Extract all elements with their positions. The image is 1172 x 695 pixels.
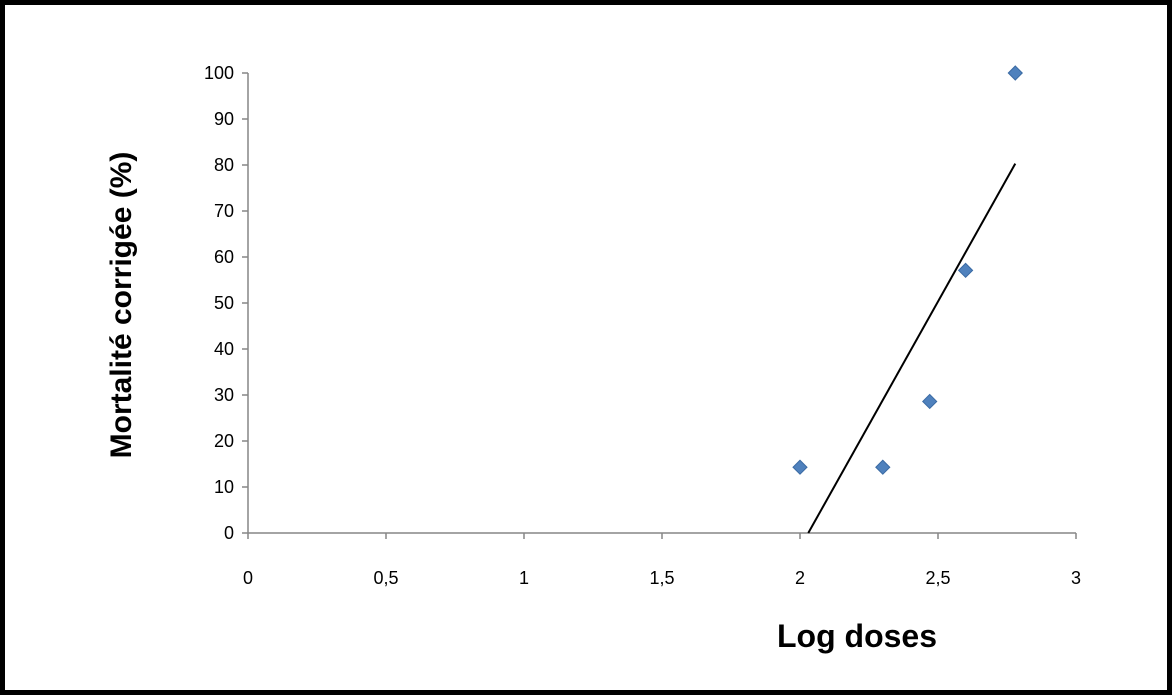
x-axis-title: Log doses — [777, 618, 937, 654]
data-point-diamond — [922, 393, 938, 410]
x-tick-label: 2,5 — [925, 568, 950, 588]
y-tick-label: 50 — [214, 293, 234, 313]
y-tick-label: 100 — [204, 63, 234, 83]
y-tick-label: 0 — [224, 523, 234, 543]
y-tick-label: 70 — [214, 201, 234, 221]
y-tick-label: 10 — [214, 477, 234, 497]
data-point-diamond — [1007, 65, 1023, 81]
y-ticks: 0 10 20 30 40 50 60 70 80 90 100 — [204, 63, 248, 543]
y-axis-title: Mortalité corrigée (%) — [105, 152, 138, 459]
data-point-diamond — [957, 262, 974, 279]
x-tick-label: 2 — [795, 568, 805, 588]
data-points — [792, 65, 1023, 475]
x-tick-label: 3 — [1071, 568, 1081, 588]
y-tick-label: 80 — [214, 155, 234, 175]
y-tick-label: 90 — [214, 109, 234, 129]
trendline-group — [807, 163, 1017, 534]
x-tick-label: 1,5 — [649, 568, 674, 588]
y-tick-label: 60 — [214, 247, 234, 267]
data-point-diamond — [792, 459, 808, 475]
y-tick-label: 30 — [214, 385, 234, 405]
y-tick-label: 20 — [214, 431, 234, 451]
x-tick-label: 0 — [243, 568, 253, 588]
axes — [247, 73, 1076, 534]
y-tick-label: 40 — [214, 339, 234, 359]
x-tick-label: 1 — [519, 568, 529, 588]
x-tick-label: 0,5 — [373, 568, 398, 588]
linear-trendline — [807, 163, 1017, 534]
x-ticks: 0 0,5 1 1,5 2 2,5 3 — [243, 533, 1081, 588]
scatter-chart: 0 10 20 30 40 50 60 70 80 90 100 0 0,5 1 1,5 2 2,5 3 Mor… — [105, 63, 1081, 654]
data-point-diamond — [875, 459, 891, 475]
